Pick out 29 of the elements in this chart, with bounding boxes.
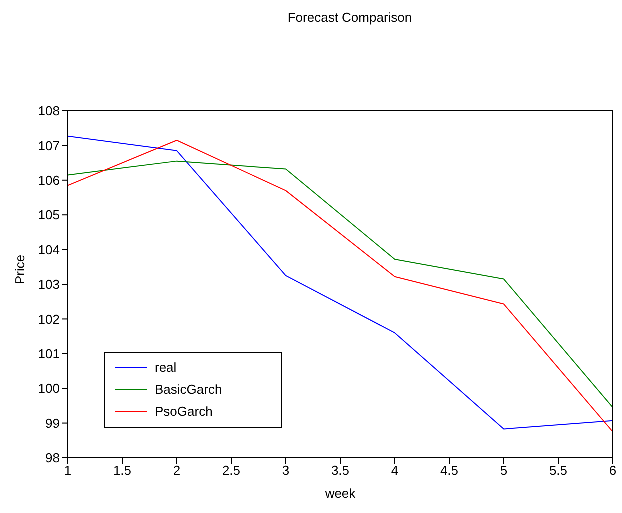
y-tick-label: 107 <box>38 138 60 154</box>
legend-label: PsoGarch <box>155 403 213 421</box>
y-axis-title: Price <box>12 254 28 284</box>
y-tick-label: 104 <box>38 242 60 258</box>
y-tick-label: 99 <box>46 416 60 431</box>
x-axis-title: week <box>324 486 356 501</box>
legend-label: BasicGarch <box>155 381 222 399</box>
x-tick-label: 2.5 <box>222 463 241 478</box>
x-tick-label: 1 <box>64 463 72 478</box>
x-tick-label: 3.5 <box>331 463 350 478</box>
x-tick-label: 4 <box>391 463 399 478</box>
y-tick-label: 102 <box>38 312 60 327</box>
x-tick-label: 1.5 <box>113 463 132 478</box>
y-tick-label: 105 <box>38 208 60 223</box>
y-tick-label: 103 <box>38 277 60 292</box>
x-tick-label: 3 <box>282 463 290 478</box>
chart-title: Forecast Comparison <box>288 10 412 25</box>
y-tick-label: 108 <box>38 104 60 119</box>
y-tick-label: 106 <box>38 173 60 188</box>
line-series <box>68 160 613 408</box>
x-tick-label: 2 <box>173 463 181 478</box>
x-tick-label: 5 <box>500 463 508 478</box>
x-tick-label: 4.5 <box>440 463 459 478</box>
x-tick-label: 6 <box>609 463 617 478</box>
y-tick-label: 101 <box>38 346 60 362</box>
legend-label: real <box>155 359 177 377</box>
y-tick-label: 98 <box>46 450 60 466</box>
x-tick-label: 5.5 <box>549 463 568 478</box>
y-tick-label: 100 <box>38 381 60 396</box>
